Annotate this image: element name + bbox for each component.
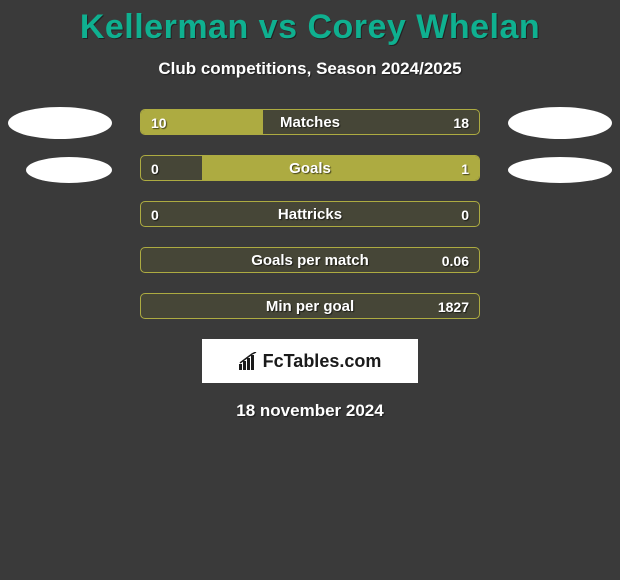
club-badge-left: [8, 107, 112, 139]
stat-bar-track: 0 Goals 1: [140, 155, 480, 181]
brand-text: FcTables.com: [263, 351, 382, 372]
brand-banner[interactable]: FcTables.com: [202, 339, 418, 383]
bar-chart-icon: [239, 352, 259, 370]
stat-bar-track: Goals per match 0.06: [140, 247, 480, 273]
stat-row: 10 Matches 18: [0, 109, 620, 137]
stat-row: 0 Goals 1: [0, 155, 620, 183]
subtitle: Club competitions, Season 2024/2025: [0, 59, 620, 79]
stat-value-right: 0: [461, 202, 469, 227]
club-badge-left: [26, 157, 112, 183]
stat-value-left: 0: [151, 156, 159, 181]
stat-bar-track: Min per goal 1827: [140, 293, 480, 319]
stat-row: 0 Hattricks 0: [0, 201, 620, 229]
comparison-card: Kellerman vs Corey Whelan Club competiti…: [0, 0, 620, 421]
stat-row: Goals per match 0.06: [0, 247, 620, 275]
stat-value-right: 0.06: [442, 248, 469, 273]
stat-value-left: 0: [151, 202, 159, 227]
stat-bar-track: 0 Hattricks 0: [140, 201, 480, 227]
stat-value-right: 18: [453, 110, 469, 135]
club-badge-right: [508, 157, 612, 183]
stat-label: Hattricks: [141, 202, 479, 227]
page-title: Kellerman vs Corey Whelan: [0, 8, 620, 47]
stat-label: Goals per match: [141, 248, 479, 273]
stat-bar-track: 10 Matches 18: [140, 109, 480, 135]
stat-bar-fill-left: [141, 110, 263, 134]
stat-bar-fill-right: [202, 156, 479, 180]
date-label: 18 november 2024: [0, 401, 620, 421]
stat-row: Min per goal 1827: [0, 293, 620, 321]
stat-value-right: 1827: [438, 294, 469, 319]
stat-label: Min per goal: [141, 294, 479, 319]
club-badge-right: [508, 107, 612, 139]
